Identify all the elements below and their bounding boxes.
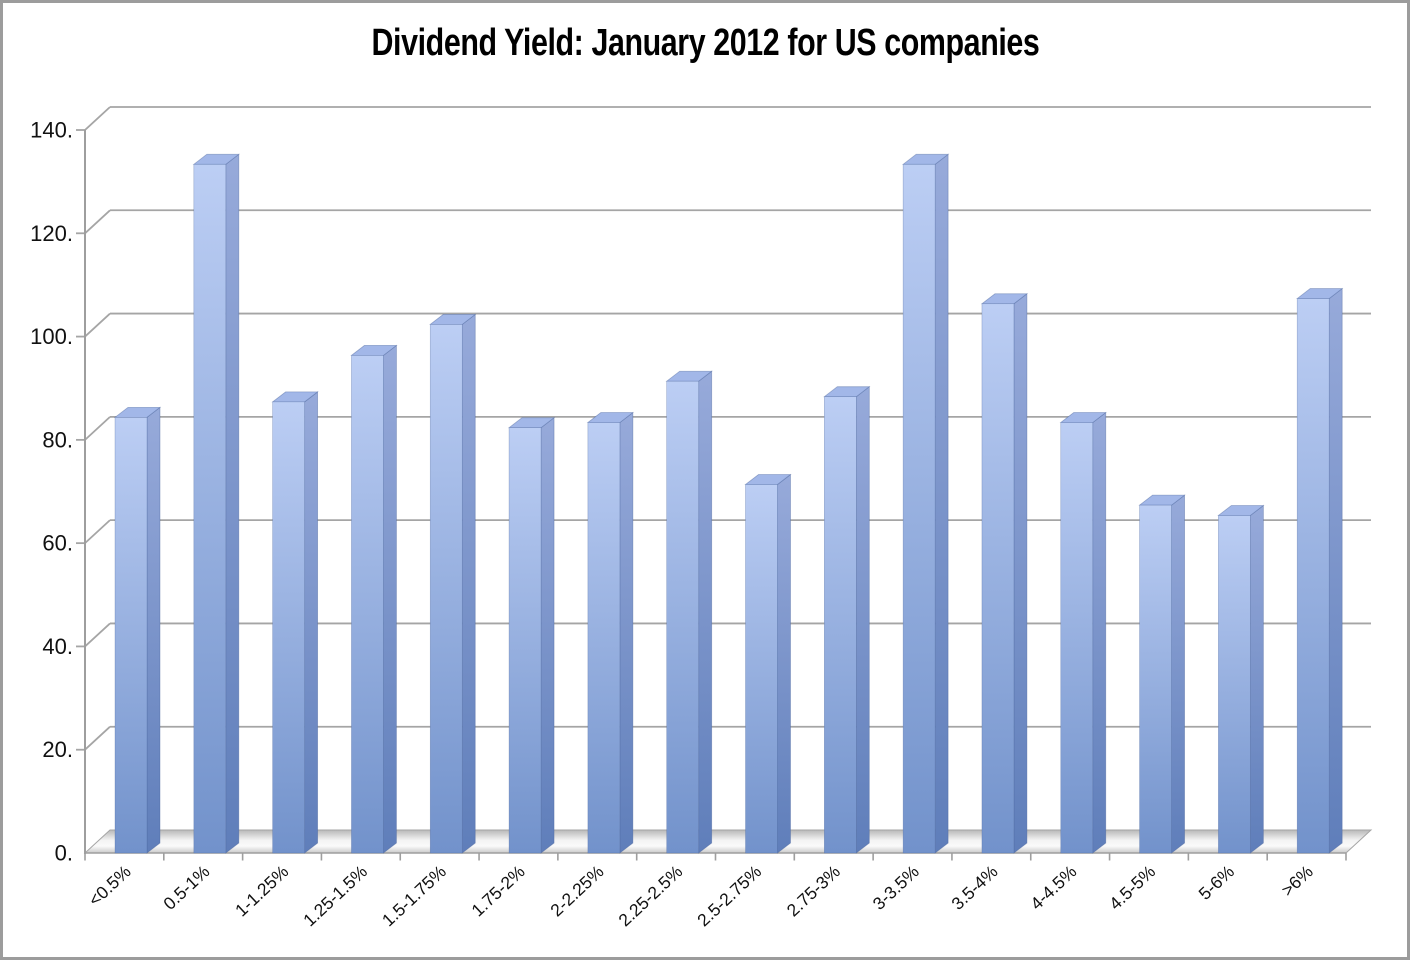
bar-side-face bbox=[1328, 287, 1343, 854]
x-tick-label: 5-6% bbox=[1195, 861, 1239, 903]
bar-side-face bbox=[619, 411, 634, 854]
bar-front-face bbox=[351, 355, 384, 854]
bar-side-face bbox=[1249, 504, 1264, 854]
x-tick-label: 0.5-1% bbox=[159, 861, 213, 913]
bar-1.75-2% bbox=[507, 416, 556, 854]
bar-5-6% bbox=[1217, 504, 1265, 854]
bar-front-face bbox=[902, 164, 936, 854]
bar-front-face bbox=[666, 380, 699, 854]
bar-side-face bbox=[855, 385, 870, 854]
bar-1.5-1.75% bbox=[429, 313, 477, 854]
bar-side-face bbox=[461, 313, 476, 854]
x-tick-label: 2.75-3% bbox=[783, 861, 844, 920]
y-tick-label: 60. bbox=[42, 531, 73, 556]
chart-svg: 0. 20. 40. 60. 80. 100. 120. 140. <0.5% 0.5-1% 1-1… bbox=[30, 106, 1373, 930]
bar-side-face bbox=[1013, 292, 1028, 854]
bar-front-face bbox=[193, 164, 227, 854]
x-tick-label: 3.5-4% bbox=[947, 861, 1001, 913]
x-tick-label: 2.5-2.75% bbox=[693, 861, 765, 930]
y-tick-label: 80. bbox=[42, 427, 73, 452]
x-tick-label: >6% bbox=[1277, 861, 1317, 900]
bar-front-face bbox=[824, 396, 857, 854]
x-tick-label: 1.5-1.75% bbox=[378, 861, 450, 930]
bar-2.25-2.5% bbox=[665, 370, 713, 854]
bar-3-3.5% bbox=[901, 153, 950, 854]
bar-4.5-5% bbox=[1138, 494, 1186, 854]
bar-side-face bbox=[304, 391, 319, 854]
bar-side-face bbox=[540, 416, 555, 854]
bar-front-face bbox=[272, 401, 305, 854]
x-tick-label: 4-4.5% bbox=[1026, 861, 1080, 913]
bar-<0.5% bbox=[113, 406, 162, 854]
bar-side-face bbox=[777, 473, 791, 854]
x-tick-label: 3-3.5% bbox=[869, 861, 923, 913]
chart-title-text: Dividend Yield: January 2012 for US comp… bbox=[371, 22, 1039, 64]
x-tick-label: 2-2.25% bbox=[546, 861, 607, 920]
bar-side-face bbox=[1092, 411, 1107, 854]
bar-2.5-2.75% bbox=[744, 473, 792, 854]
bar-side-face bbox=[698, 370, 713, 854]
bar-3.5-4% bbox=[980, 292, 1029, 854]
bar-front-face bbox=[508, 427, 542, 854]
bar-1-1.25% bbox=[271, 391, 319, 854]
bar-0.5-1% bbox=[192, 153, 240, 854]
y-tick-label: 40. bbox=[42, 634, 73, 659]
bar-side-face bbox=[225, 153, 240, 854]
bar-side-face bbox=[383, 344, 397, 854]
x-tick-label: 1.25-1.5% bbox=[299, 861, 371, 930]
y-tick-label: 120. bbox=[30, 221, 73, 246]
bar-side-face bbox=[934, 153, 949, 854]
bar-4-4.5% bbox=[1059, 411, 1107, 854]
bar-front-face bbox=[981, 303, 1015, 854]
bar-front-face bbox=[1060, 422, 1094, 854]
x-tick-label: <0.5% bbox=[84, 861, 134, 910]
y-axis-labels: 0. 20. 40. 60. 80. 100. 120. 140. bbox=[30, 118, 73, 866]
chart-title: Dividend Yield: January 2012 for US comp… bbox=[3, 22, 1407, 65]
bar-front-face bbox=[1296, 298, 1330, 854]
bar->6% bbox=[1296, 287, 1344, 854]
bar-front-face bbox=[587, 422, 621, 854]
x-tick-label: 4.5-5% bbox=[1105, 861, 1159, 913]
bar-2-2.25% bbox=[586, 411, 635, 854]
x-tick-label: 1.75-2% bbox=[467, 861, 528, 920]
bar-front-face bbox=[429, 324, 463, 854]
x-tick-label: 1-1.25% bbox=[231, 861, 292, 920]
bar-front-face bbox=[1139, 504, 1172, 854]
x-tick-label: 2.25-2.5% bbox=[614, 861, 686, 930]
bar-front-face bbox=[745, 484, 778, 854]
bar-front-face bbox=[1218, 515, 1251, 854]
bar-2.75-3% bbox=[823, 385, 871, 854]
x-axis-labels: <0.5% 0.5-1% 1-1.25% 1.25-1.5% 1.5-1.75% 1.75… bbox=[84, 861, 1316, 930]
y-tick-label: 0. bbox=[55, 841, 73, 866]
bar-side-face bbox=[146, 406, 161, 854]
bar-front-face bbox=[114, 417, 148, 854]
bars bbox=[113, 153, 1344, 854]
y-tick-label: 140. bbox=[30, 118, 73, 143]
bar-side-face bbox=[1171, 494, 1185, 854]
category-axis bbox=[84, 852, 1347, 861]
y-tick-label: 20. bbox=[42, 737, 73, 762]
y-tick-label: 100. bbox=[30, 324, 73, 349]
bar-1.25-1.5% bbox=[350, 344, 398, 854]
